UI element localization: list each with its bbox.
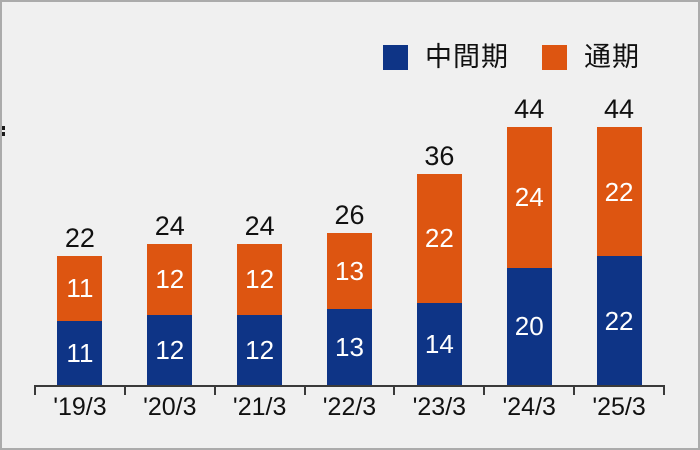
bar-value-label: 12: [155, 264, 185, 295]
x-axis-label: '20/3: [143, 393, 197, 421]
legend-item-fullyear: 通期: [542, 44, 640, 71]
x-axis-label: '22/3: [322, 393, 377, 421]
x-axis-label: '21/3: [232, 393, 287, 421]
x-axis-tick: [213, 385, 216, 395]
bar-total-label: 44: [514, 94, 545, 124]
legend-item-interim: 中間期: [383, 44, 509, 71]
bar-value-label: 11: [66, 337, 94, 368]
bar-segment-fullyear: 12: [237, 244, 283, 315]
bar-value-label: 12: [245, 334, 275, 365]
x-axis-tick: [483, 385, 486, 395]
bar-segment-interim: 22: [596, 256, 642, 385]
clipped-glyph-fragment: [2, 132, 5, 136]
bar-segment-interim: 20: [506, 267, 552, 385]
clipped-glyph-fragment: [2, 126, 5, 130]
x-axis-label: '24/3: [502, 393, 556, 421]
legend-item-label: 通期: [584, 42, 640, 72]
bar-value-label: 22: [604, 305, 634, 336]
bar-value-label: 11: [66, 273, 94, 304]
legend-item-label: 中間期: [425, 42, 509, 72]
bar-segment-fullyear: 22: [416, 173, 462, 303]
bar-value-label: 24: [514, 182, 544, 213]
bar-value-label: 13: [335, 255, 364, 286]
bar-segment-fullyear: 11: [57, 256, 103, 321]
x-axis-tick: [663, 385, 665, 395]
bar-value-label: 20: [514, 311, 544, 342]
bar-segment-interim: 14: [416, 302, 462, 385]
bar-total-label: 44: [604, 94, 635, 124]
interim-color-swatch: [383, 45, 408, 70]
bar-segment-fullyear: 13: [327, 232, 372, 309]
fullyear-color-swatch: [542, 45, 567, 70]
bar-value-label: 22: [424, 223, 454, 254]
bar-total-label: 24: [244, 211, 275, 242]
bar-value-label: 14: [424, 328, 454, 359]
legend: 中間期 通期: [383, 44, 640, 71]
bar-segment-fullyear: 24: [506, 127, 552, 268]
bar-value-label: 13: [335, 331, 364, 362]
x-axis-label: '19/3: [53, 393, 107, 421]
bar-total-label: 36: [424, 140, 455, 171]
bar-segment-interim: 13: [327, 308, 372, 385]
bar-total-label: 26: [334, 199, 365, 230]
bar-segment-interim: 12: [147, 314, 193, 385]
x-axis-line: [35, 385, 664, 387]
bar-total-label: 24: [154, 211, 185, 242]
bar-value-label: 12: [155, 334, 185, 365]
bar-value-label: 12: [245, 264, 275, 295]
x-axis-tick: [303, 385, 306, 395]
x-axis-tick: [34, 385, 36, 395]
bar-segment-fullyear: 22: [596, 127, 642, 256]
x-axis-tick: [393, 385, 396, 395]
x-axis-label: '23/3: [412, 393, 467, 421]
bar-segment-interim: 11: [57, 320, 103, 385]
bar-segment-interim: 12: [237, 314, 283, 385]
bar-segment-fullyear: 12: [147, 244, 193, 315]
bar-total-label: 22: [64, 223, 95, 253]
x-axis-tick: [123, 385, 126, 395]
x-axis-tick: [573, 385, 576, 395]
x-axis-label: '25/3: [592, 393, 646, 421]
bar-value-label: 22: [604, 176, 634, 207]
